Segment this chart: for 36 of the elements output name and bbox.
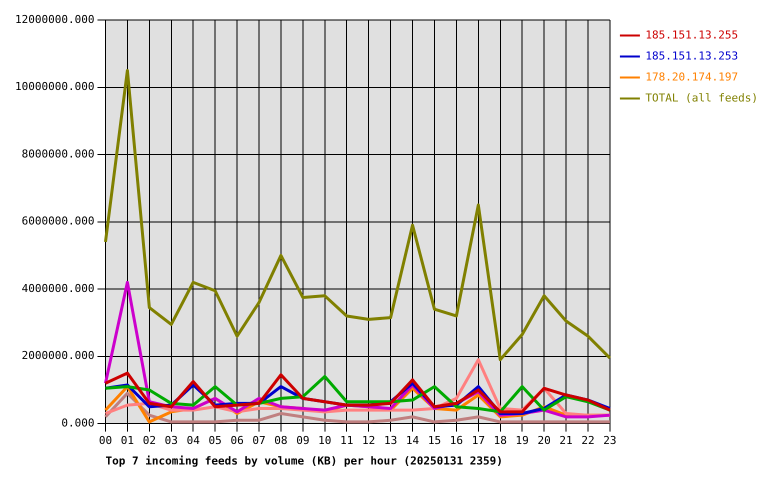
x-tick-label: 01 bbox=[120, 434, 134, 448]
x-tick-label: 03 bbox=[164, 434, 178, 448]
x-tick-label: 06 bbox=[230, 434, 244, 448]
x-tick-label: 18 bbox=[494, 434, 507, 448]
x-tick-label: 12 bbox=[362, 434, 376, 448]
x-tick-label: 23 bbox=[603, 434, 617, 448]
y-tick-label: 4000000.000 bbox=[22, 282, 94, 295]
x-tick-label: 19 bbox=[516, 434, 529, 448]
x-tick-label: 15 bbox=[428, 434, 442, 448]
x-tick-label: 04 bbox=[186, 434, 200, 448]
x-tick-label: 02 bbox=[142, 434, 156, 448]
x-tick-label: 10 bbox=[318, 434, 332, 448]
x-tick-label: 00 bbox=[98, 434, 112, 448]
y-tick-label: 6000000.000 bbox=[22, 214, 94, 228]
y-tick-label: 0.000 bbox=[61, 416, 94, 430]
x-tick-label: 21 bbox=[559, 434, 573, 448]
x-axis-title: Top 7 incoming feeds by volume (KB) per hour (20250131 2359) bbox=[105, 454, 503, 468]
x-tick-label: 20 bbox=[537, 434, 551, 448]
y-tick-label: 2000000.000 bbox=[22, 349, 94, 362]
x-tick-label: 16 bbox=[450, 434, 464, 448]
x-tick-label: 14 bbox=[406, 434, 420, 448]
x-tick-label: 17 bbox=[472, 434, 485, 448]
x-tick-label: 07 bbox=[252, 434, 266, 448]
legend-label: 178.20.174.197 bbox=[645, 70, 738, 84]
y-tick-label: 12000000.000 bbox=[14, 12, 94, 26]
legend-label: 185.151.13.253 bbox=[645, 49, 738, 62]
legend-label: TOTAL (all feeds) bbox=[645, 91, 758, 104]
x-tick-label: 05 bbox=[208, 434, 222, 448]
legend-label: 185.151.13.255 bbox=[645, 28, 738, 42]
x-tick-label: 11 bbox=[340, 434, 354, 448]
x-tick-label: 09 bbox=[296, 434, 310, 448]
x-tick-label: 13 bbox=[384, 434, 398, 448]
y-tick-label: 10000000.000 bbox=[14, 80, 94, 94]
x-tick-label: 22 bbox=[581, 434, 595, 448]
x-tick-label: 08 bbox=[274, 434, 288, 448]
y-tick-label: 8000000.000 bbox=[22, 147, 94, 160]
